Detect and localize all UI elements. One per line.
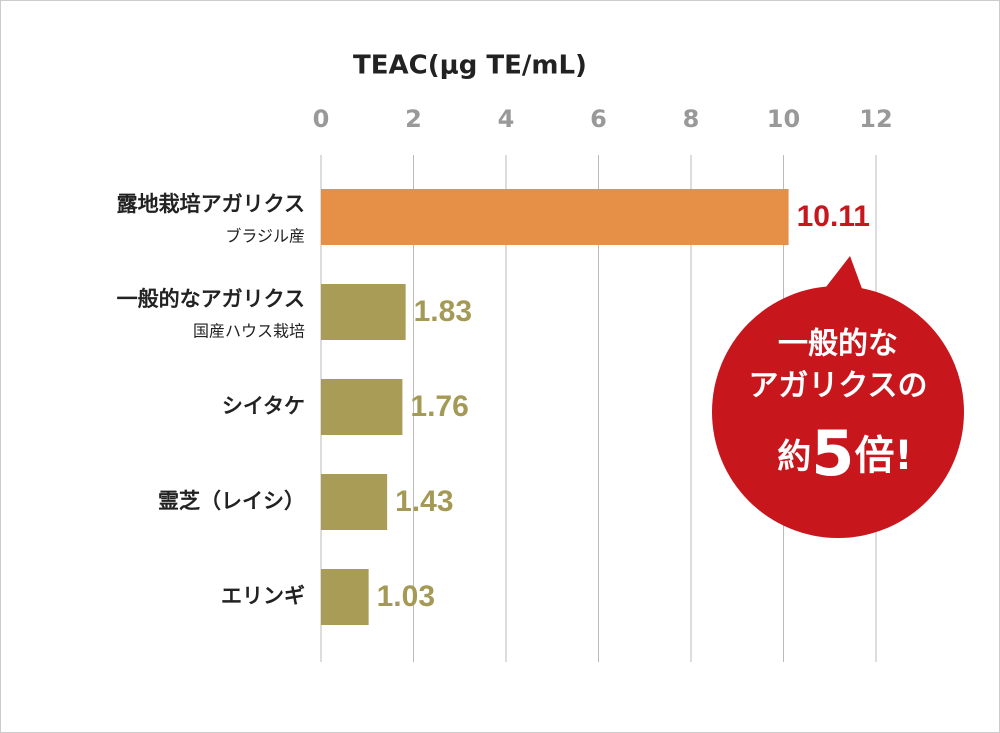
callout-bubble <box>712 286 964 538</box>
bar <box>321 379 403 435</box>
bar <box>321 474 388 530</box>
value-label: 1.03 <box>377 580 435 613</box>
callout-emphasis: 約5倍! <box>777 417 912 490</box>
callout-text: アガリクスの <box>748 369 927 404</box>
x-tick-label: 4 <box>498 105 515 133</box>
axis-title: TEAC(μg TE/mL) <box>353 51 587 81</box>
category-label: エリンギ <box>221 584 305 608</box>
category-sublabel: ブラジル産 <box>225 227 305 246</box>
value-label: 1.83 <box>414 295 472 328</box>
category-label: 霊芝（レイシ） <box>158 489 305 513</box>
value-label: 10.11 <box>797 200 870 233</box>
callout-emphasis-part: 5 <box>811 417 854 490</box>
x-tick-label: 6 <box>590 105 607 133</box>
value-label: 1.43 <box>395 485 453 518</box>
x-tick-label: 2 <box>405 105 422 133</box>
bar <box>321 569 369 625</box>
category-label: 一般的なアガリクス <box>117 287 305 311</box>
category-sublabel: 国産ハウス栽培 <box>193 322 305 341</box>
bar <box>321 284 406 340</box>
callout-emphasis-part: 約 <box>777 437 811 477</box>
category-label: シイタケ <box>222 394 305 418</box>
x-tick-label: 10 <box>767 105 800 133</box>
x-tick-label: 12 <box>859 105 892 133</box>
x-tick-label: 0 <box>313 105 330 133</box>
bar <box>321 189 789 245</box>
x-tick-label: 8 <box>683 105 700 133</box>
category-label: 露地栽培アガリクス <box>117 192 305 216</box>
value-label: 1.76 <box>410 390 468 423</box>
callout-text: 一般的な <box>778 327 898 362</box>
callout-emphasis-part: 倍! <box>854 433 912 479</box>
